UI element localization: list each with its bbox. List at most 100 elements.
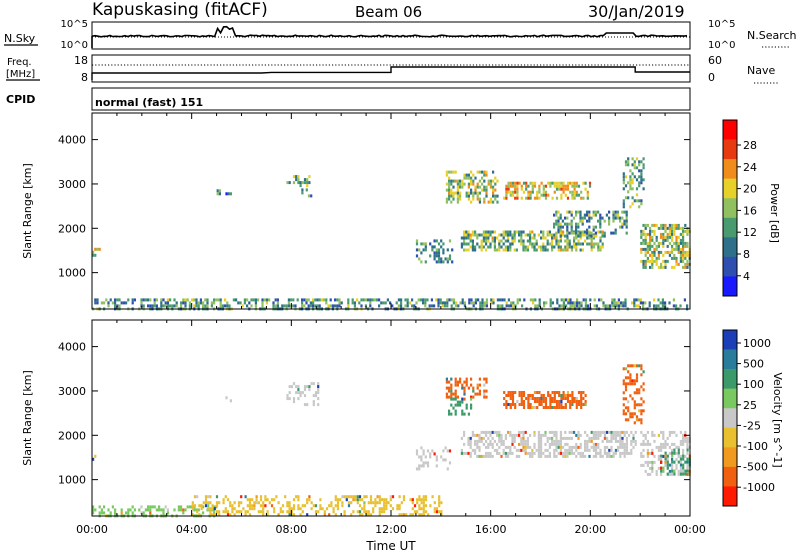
echo-cell	[248, 301, 251, 305]
echo-cell	[482, 239, 485, 243]
echo-cell	[661, 298, 664, 302]
echo-cell	[463, 242, 466, 246]
echo-cell	[222, 498, 225, 502]
echo-cell	[448, 176, 451, 180]
echo-cell	[92, 250, 95, 254]
echo-cell	[509, 445, 512, 449]
echo-cell	[613, 304, 616, 308]
echo-cell	[632, 445, 635, 449]
echo-cell	[478, 179, 481, 183]
echo-cell	[248, 504, 252, 508]
echo-cell	[644, 232, 647, 236]
echo-cell	[590, 216, 593, 220]
echo-cell	[567, 301, 570, 305]
echo-cell	[666, 466, 669, 470]
echo-cell	[577, 234, 580, 238]
echo-cell	[599, 454, 602, 458]
echo-cell	[633, 160, 636, 164]
echo-cell	[509, 245, 512, 249]
echo-cell	[664, 457, 667, 461]
echo-cell	[619, 436, 622, 440]
echo-cell	[624, 418, 628, 422]
echo-cell	[422, 452, 425, 456]
echo-cell	[624, 385, 628, 389]
echo-cell	[455, 301, 458, 305]
echo-cell	[481, 298, 484, 302]
echo-cell	[445, 395, 448, 399]
echo-cell	[638, 169, 641, 173]
echo-cell	[277, 513, 280, 517]
echo-cell	[487, 445, 490, 449]
echo-cell	[682, 469, 685, 473]
echo-cell	[526, 439, 529, 443]
echo-cell	[334, 513, 337, 517]
echo-cell	[207, 504, 210, 508]
echo-cell	[601, 439, 604, 443]
echo-cell	[686, 229, 689, 233]
echo-cell	[496, 442, 499, 446]
echo-cell	[633, 163, 636, 167]
echo-cell	[250, 298, 253, 302]
echo-cell	[277, 501, 280, 505]
echo-cell	[677, 448, 680, 452]
echo-cell	[635, 388, 639, 392]
echo-cell	[369, 301, 372, 305]
echo-cell	[536, 304, 539, 308]
echo-cell	[235, 298, 238, 302]
echo-cell	[537, 442, 540, 446]
echo-cell	[445, 182, 448, 186]
echo-cell	[544, 196, 548, 200]
echo-cell	[638, 160, 641, 164]
echo-cell	[520, 233, 523, 237]
echo-cell	[129, 508, 132, 512]
echo-cell	[578, 304, 581, 308]
echo-cell	[581, 216, 584, 220]
colorbar-segment	[723, 256, 737, 277]
echo-cell	[542, 245, 545, 249]
echo-cell	[584, 439, 587, 443]
echo-cell	[595, 442, 598, 446]
echo-cell	[204, 504, 208, 508]
echo-cell	[642, 241, 645, 245]
echo-cell	[493, 236, 496, 240]
echo-cell	[627, 163, 630, 167]
echo-cell	[299, 391, 302, 395]
echo-cell	[437, 260, 441, 264]
echo-cell	[467, 233, 470, 237]
echo-cell	[544, 442, 547, 446]
echo-cell	[481, 170, 484, 174]
echo-cell	[509, 397, 512, 400]
echo-cell	[630, 442, 633, 446]
echo-cell	[516, 184, 519, 188]
echo-cell	[472, 179, 475, 183]
echo-cell	[450, 386, 453, 390]
echo-cell	[470, 176, 473, 180]
echo-cell	[417, 298, 420, 302]
echo-cell	[514, 196, 517, 200]
echo-cell	[520, 430, 523, 434]
echo-cell	[518, 181, 521, 185]
echo-cell	[582, 181, 585, 185]
echo-cell	[467, 194, 470, 198]
echo-cell	[522, 242, 525, 246]
echo-cell	[684, 265, 687, 269]
echo-cell	[558, 187, 561, 191]
echo-cell	[570, 228, 573, 232]
echo-cell	[579, 231, 582, 235]
echo-cell	[476, 236, 479, 240]
echo-cell	[420, 455, 423, 459]
echo-cell	[463, 430, 466, 434]
echo-cell	[556, 298, 559, 302]
echo-cell	[515, 433, 518, 437]
echo-cell	[336, 498, 340, 502]
echo-cell	[400, 501, 403, 505]
echo-cell	[599, 230, 602, 234]
echo-cell	[536, 391, 539, 394]
echo-cell	[682, 472, 685, 476]
echo-cell	[686, 466, 689, 470]
echo-cell	[640, 397, 643, 401]
echo-cell	[527, 196, 530, 200]
echo-cell	[361, 498, 364, 502]
echo-cell	[590, 242, 593, 246]
